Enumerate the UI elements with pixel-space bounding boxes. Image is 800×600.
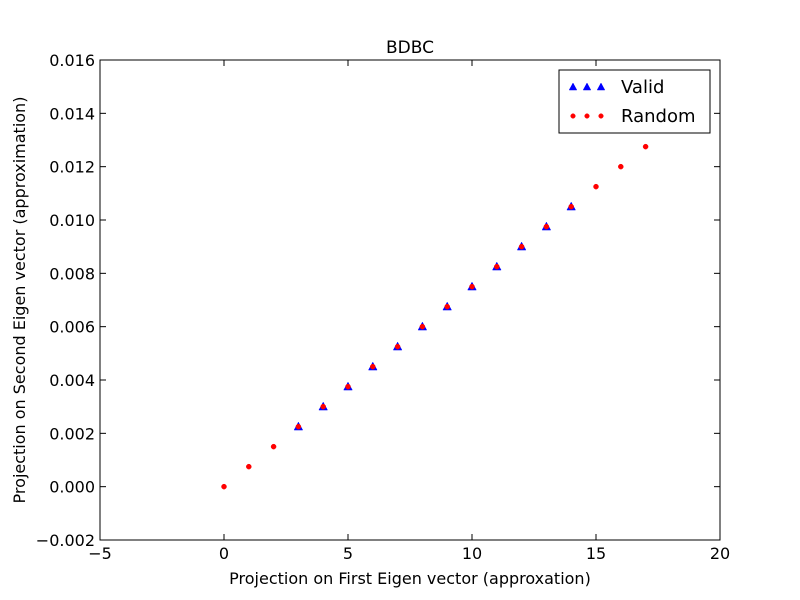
legend-box: [558, 69, 711, 134]
random-point: [270, 443, 277, 450]
random-point: [246, 463, 252, 470]
y-tick-label: 0.002: [49, 424, 95, 443]
x-tick-label: 20: [710, 544, 730, 563]
random-point: [444, 303, 450, 310]
y-tick-label: −0.002: [36, 531, 95, 550]
legend-marker-valid: [582, 82, 592, 91]
y-tick-label: 0.016: [49, 51, 95, 70]
random-point: [394, 343, 401, 350]
random-point: [518, 243, 525, 250]
x-tick-label: 15: [586, 544, 606, 563]
random-point: [593, 183, 599, 190]
legend-marker-valid: [568, 82, 578, 91]
y-tick-label: 0.004: [49, 371, 95, 390]
data-marks: [221, 143, 649, 490]
random-point: [618, 163, 624, 170]
random-point: [494, 263, 500, 270]
random-point: [419, 323, 426, 330]
chart-title: BDBC: [386, 38, 434, 58]
random-point: [568, 203, 574, 210]
legend-marker-random: [598, 113, 604, 119]
legend-label: Valid: [621, 77, 664, 98]
legend-marker-random: [584, 113, 590, 119]
y-axis-label: Projection on Second Eigen vector (appro…: [10, 97, 29, 504]
y-tick-label: 0.014: [49, 104, 95, 123]
axis-ticks: −5 0 5 10 15 20 −0.002 0.000 0.002 0.004 0.006 0.00…: [36, 51, 730, 563]
legend: Valid Random: [558, 69, 711, 134]
random-point: [320, 403, 326, 410]
random-point: [370, 363, 376, 370]
legend-marker-valid: [596, 82, 606, 91]
x-axis-label: Projection on First Eigen vector (approx…: [229, 569, 591, 588]
y-tick-label: 0.012: [49, 158, 95, 177]
x-tick-label: 5: [343, 544, 353, 563]
x-tick-label: 10: [462, 544, 482, 563]
y-tick-label: 0.008: [49, 264, 95, 283]
plot-frame: [99, 59, 721, 541]
random-point: [295, 423, 302, 430]
random-point: [469, 283, 475, 290]
random-point: [642, 143, 649, 150]
legend-label: Random: [621, 106, 696, 127]
legend-marker-random: [570, 113, 576, 119]
random-point: [221, 483, 227, 490]
y-tick-label: 0.000: [49, 478, 95, 497]
random-point: [345, 383, 351, 390]
y-tick-label: 0.010: [49, 211, 95, 230]
x-tick-label: 0: [219, 544, 229, 563]
x-tick-label: −5: [88, 544, 112, 563]
y-tick-label: 0.006: [49, 318, 95, 337]
random-point: [543, 223, 550, 230]
